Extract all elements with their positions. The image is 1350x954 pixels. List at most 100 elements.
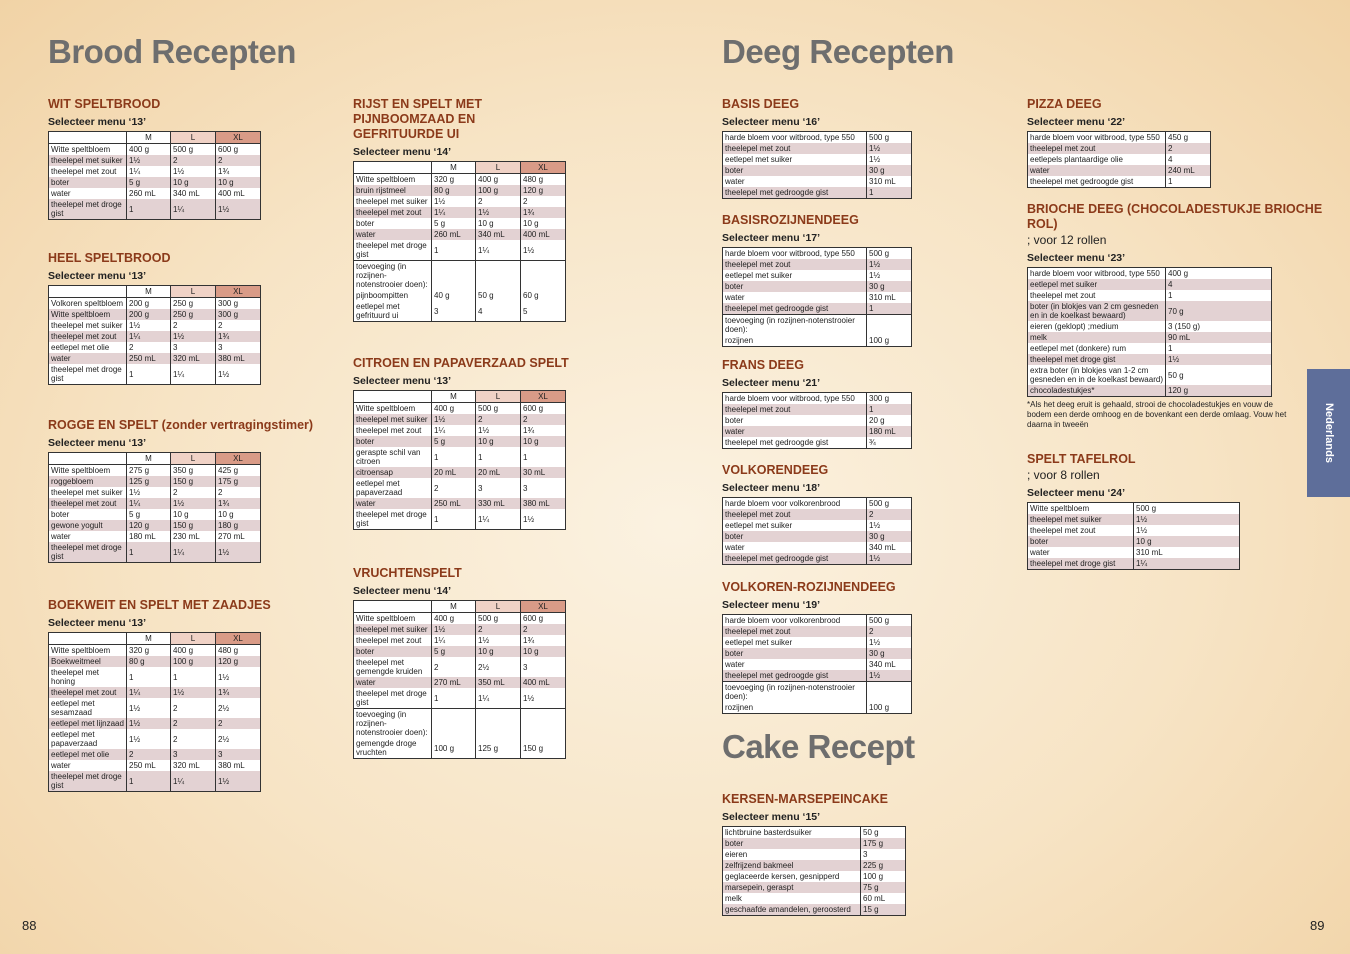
ingredient-name: geraspte schil van citroen (356, 448, 421, 466)
ingredient-amount: 2 (215, 320, 261, 331)
table-row: eetlepels plantaardige olie 4 (1028, 154, 1211, 165)
table-row: water 250 mL 330 mL 380 mL (353, 498, 566, 509)
addition-label: toevoeging (in rozijnen-notenstrooier do… (353, 708, 432, 738)
table-row: boter 5 g 10 g 10 g (354, 218, 566, 229)
ingredient-amount: 1¾ (215, 498, 261, 509)
ingredient-amount: 1½ (215, 667, 261, 687)
ingredient-name: eetlepel met (donkere) rum (1030, 344, 1127, 353)
ingredient-name: eetlepel met suiker (725, 638, 793, 647)
ingredient-name: theelepel met zout (48, 498, 127, 509)
ingredient-amount: 500 g (1133, 502, 1240, 514)
size-header: M (126, 632, 171, 645)
blank-cell (866, 314, 912, 335)
table-row: water 260 mL 340 mL 400 mL (353, 229, 566, 240)
ingredient-amount: 300 g (866, 392, 912, 404)
recipe-title: BOEKWEIT EN SPELT MET ZAADJES (48, 598, 271, 612)
ingredient-amount: 120 g (215, 656, 261, 667)
ingredient-amount: 1 (866, 187, 912, 199)
ingredient-name: Witte speltbloem (1030, 504, 1090, 513)
ingredient-name: theelepel met suiker (1027, 514, 1134, 525)
ingredient-name: water (725, 543, 745, 552)
ingredient-amount: 1½ (126, 729, 171, 749)
ingredient-name: harde bloem voor witbrood, type 550 (725, 133, 855, 142)
ingredient-amount: 50 g (860, 826, 906, 838)
ingredient-amount: 100 g (860, 871, 906, 882)
recipe-tafelrol: SPELT TAFELROL ; voor 8 rollen Selecteer m… (1027, 452, 1240, 570)
table-row: harde bloem voor volkorenbrood 500 g (723, 614, 912, 626)
ingredient-name: boter (722, 648, 867, 659)
ingredient-amount: 200 g (126, 297, 171, 309)
size-header: L (170, 452, 216, 465)
ingredient-amount: 1¼ (475, 240, 521, 261)
ingredient-amount: 1½ (431, 624, 476, 635)
ingredient-amount: 1 (475, 447, 521, 467)
ingredient-amount: 75 g (860, 882, 906, 893)
ingredient-name: theelepel met droge gist (356, 510, 427, 528)
ingredient-amount: 5 (520, 301, 566, 322)
size-header: L (170, 632, 216, 645)
table-row: theelepel met zout 1¼ 1½ 1¾ (49, 166, 261, 177)
ingredient-amount: 1½ (126, 487, 171, 498)
ingredient-amount: 350 g (170, 464, 216, 476)
table-row: theelepel met zout 1¼ 1½ 1¾ (353, 207, 566, 218)
blank-cell (520, 708, 566, 738)
ingredient-name: water (725, 660, 745, 669)
ingredient-name: theelepel met zout (722, 404, 867, 415)
ingredient-amount: 1¼ (475, 688, 521, 709)
ingredient-name: theelepel met suiker (51, 488, 123, 497)
ingredient-amount: 270 mL (431, 677, 476, 688)
ingredient-name: water (51, 761, 71, 770)
ingredient-name: theelepel met honing (51, 668, 100, 686)
ingredient-name: geschaafde amandelen, geroosterd (722, 904, 861, 916)
ingredient-amount: 250 mL (126, 353, 171, 364)
table-row: Volkoren speltbloem 200 g 250 g 300 g (49, 297, 261, 309)
table-row: Witte speltbloem 200 g 250 g 300 g (48, 309, 261, 320)
ingredient-name: theelepel met suiker (48, 155, 127, 166)
ingredient-amount: 400 mL (215, 188, 261, 199)
recipe-brioche: BRIOCHE DEEG (CHOCOLADESTUKJE BRIOCHE RO… (1027, 202, 1350, 430)
ingredient-name: harde bloem voor witbrood, type 550 (725, 394, 855, 403)
ingredient-amount: 310 mL (866, 292, 912, 303)
addition-label-row: toevoeging (in rozijnen-notenstrooier do… (353, 708, 566, 738)
ingredient-amount: 150 g (170, 476, 216, 487)
ingredient-amount: 1½ (866, 270, 912, 281)
ingredient-name: eetlepel met suiker (1027, 279, 1166, 290)
recipe-title: ROGGE EN SPELT (zonder vertragingstimer) (48, 418, 314, 432)
ingredient-amount: 10 g (520, 646, 566, 657)
ingredient-name: theelepel met suiker (356, 197, 428, 206)
ingredient-amount: 2 (215, 718, 261, 729)
ingredient-name: theelepel met zout (1030, 291, 1096, 300)
ingredient-amount: 1¼ (1133, 558, 1240, 570)
ingredient-amount: 1½ (215, 364, 261, 385)
table-row: theelepel met suiker 1½ 2 2 (354, 196, 566, 207)
ingredient-amount: 60 mL (860, 893, 906, 904)
recipe-yield-note: ; voor 12 rollen (1027, 233, 1107, 247)
ingredient-amount: 120 g (126, 520, 171, 531)
ingredient-table: harde bloem voor volkorenbrood 500 g theel… (722, 497, 912, 565)
recipe-title: WIT SPELTBROOD (48, 97, 161, 111)
table-row: theelepel met zout 1¼ 1½ 1¾ (354, 635, 566, 646)
ingredient-amount: 3 (520, 657, 566, 677)
table-row: theelepel met droge gist 1 1¼ 1½ (48, 542, 261, 563)
language-tab[interactable]: Nederlands (1307, 369, 1350, 497)
ingredient-amount: 2 (866, 509, 912, 520)
table-row: theelepel met zout 2 (722, 626, 912, 637)
table-row: theelepel met gedroogde gist 1½ (722, 553, 912, 565)
ingredient-name: theelepel met gedroogde gist (725, 438, 829, 447)
ingredient-name: boter (356, 219, 375, 228)
ingredient-name: eetlepel met suiker (725, 521, 793, 530)
table-row: water 340 mL (723, 542, 912, 553)
ingredient-name: boter (722, 281, 867, 292)
ingredient-amount: 100 g (475, 185, 521, 196)
table-row: boter 5 g 10 g 10 g (353, 436, 566, 447)
table-row: eetlepel met olie 2 3 3 (48, 749, 261, 760)
table-row: theelepel met droge gist 1 1¼ 1½ (49, 364, 261, 385)
ingredient-amount: 240 mL (1165, 165, 1211, 176)
ingredient-name: theelepel met zout (353, 207, 432, 218)
table-row: zelfrijzend bakmeel 225 g (722, 860, 906, 871)
ingredient-amount: 2 (475, 196, 521, 207)
ingredient-amount: 10 g (1133, 536, 1240, 547)
ingredient-name: eetlepel met suiker (725, 271, 793, 280)
table-row: eetlepel met (donkere) rum 1 (1028, 343, 1272, 354)
table-row: Witte speltbloem 275 g 350 g 425 g (49, 464, 261, 476)
